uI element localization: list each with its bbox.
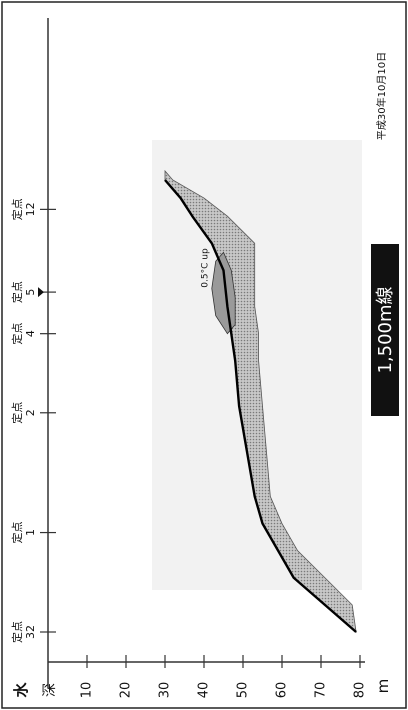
- title-banner-bg: [371, 244, 399, 416]
- depth-tick-label: 70: [314, 682, 329, 699]
- depth-tick-label: 50: [236, 682, 251, 699]
- depth-ticks: 10 20 30 40 50 60 70 80: [80, 655, 368, 698]
- depth-tick-label: 20: [119, 682, 134, 699]
- station-name: 定点: [10, 621, 24, 643]
- station-number: 1: [24, 529, 37, 536]
- station-name: 定点: [10, 522, 24, 544]
- chart-title: 1,500m線: [375, 286, 396, 373]
- y-unit-label: m: [374, 679, 392, 694]
- bottom-profile-line: [164, 179, 357, 633]
- station-name: 定点: [10, 402, 24, 424]
- station-name: 定点: [10, 281, 24, 303]
- depth-tick-label: 80: [353, 682, 368, 699]
- depth-tick-label: 10: [80, 682, 95, 699]
- series-layer: [164, 169, 357, 634]
- axis-title-depth: 深: [42, 683, 58, 697]
- annotation-warm-up: 0.5°C up: [201, 248, 211, 288]
- depth-tick-label: 60: [275, 682, 290, 699]
- station-marker-triangle: [38, 287, 44, 298]
- depth-tick-label: 40: [197, 682, 212, 699]
- station-number: 5: [24, 289, 37, 296]
- chart-date: 平成30年10月10日: [375, 52, 388, 140]
- station-number: 4: [24, 330, 37, 337]
- station-name: 定点: [10, 323, 24, 345]
- station-number: 2: [24, 409, 37, 416]
- station-number: 12: [24, 202, 37, 216]
- depth-tick-label: 30: [158, 682, 173, 699]
- station-name: 定点: [10, 198, 24, 220]
- axis-title-water: 水: [12, 682, 30, 698]
- station-number: 32: [24, 625, 37, 639]
